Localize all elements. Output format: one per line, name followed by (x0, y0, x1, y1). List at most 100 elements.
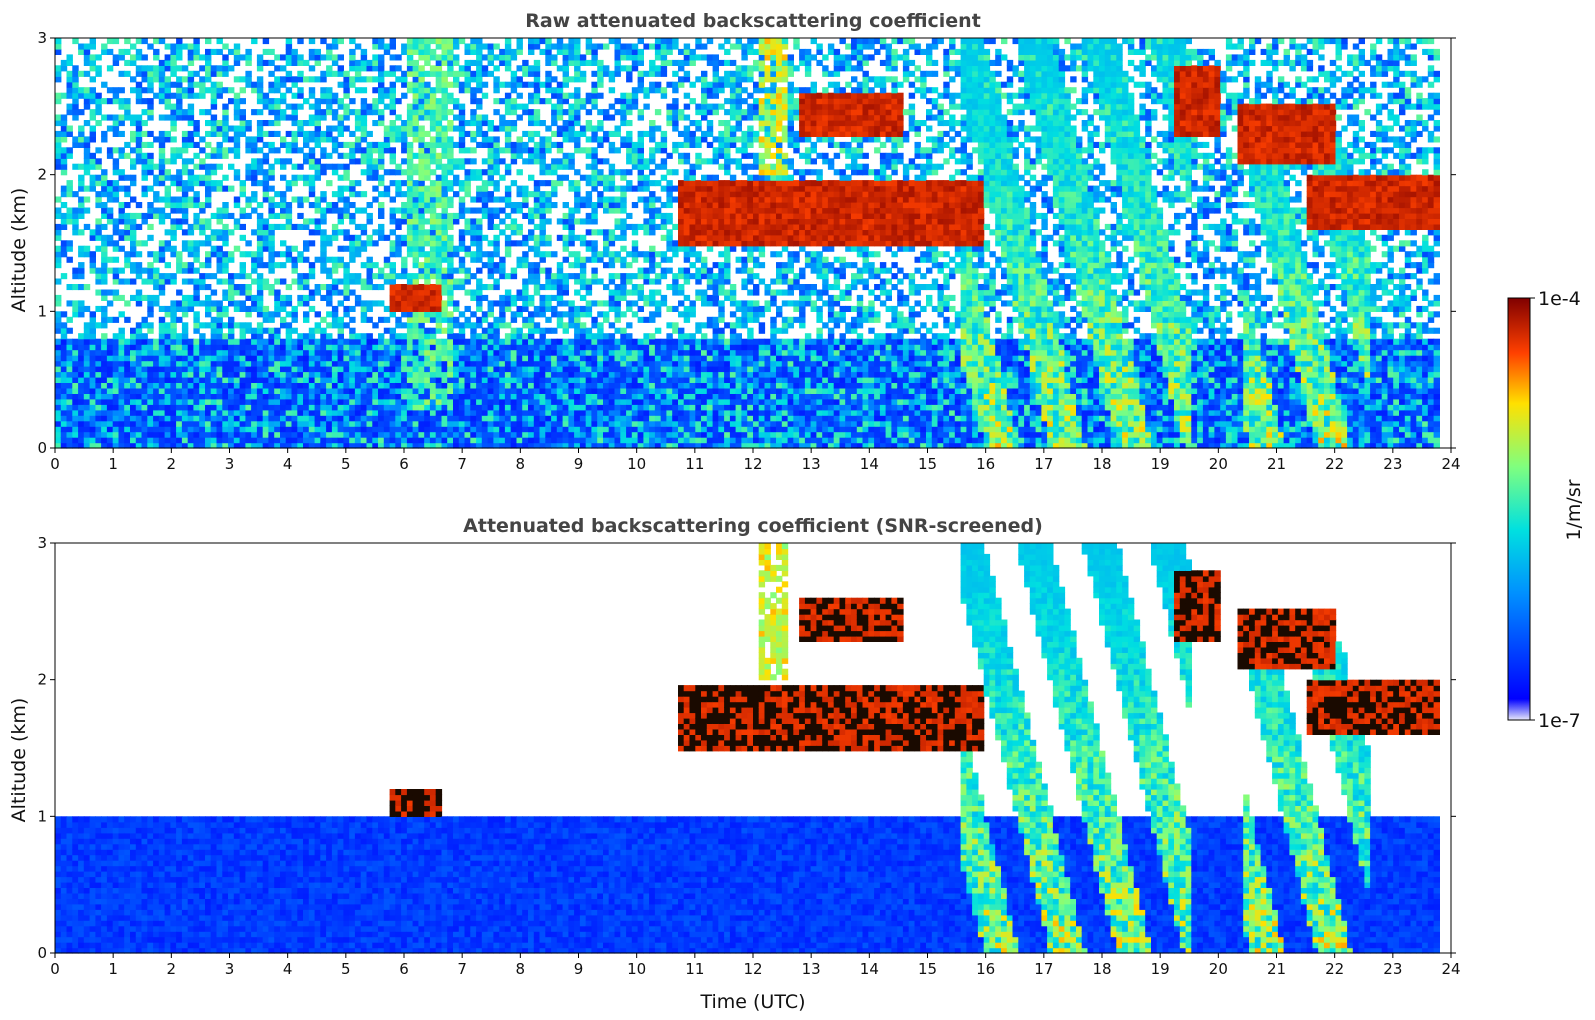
heatmap-cell (251, 279, 257, 285)
heatmap-cell (182, 44, 188, 50)
heatmap-cell (505, 147, 511, 153)
heatmap-cell (545, 284, 551, 290)
heatmap-cell (407, 295, 413, 301)
heatmap-cell (436, 290, 442, 296)
heatmap-cell (182, 180, 188, 186)
heatmap-cell (378, 432, 384, 438)
heatmap-cell (517, 262, 523, 268)
heatmap-cell (251, 399, 257, 405)
heatmap-cell (343, 306, 349, 312)
heatmap-cell (361, 366, 367, 372)
heatmap-cell (407, 388, 413, 394)
heatmap-cell (67, 399, 73, 405)
heatmap-cell (280, 136, 286, 142)
heatmap-cell (338, 38, 344, 44)
heatmap-cell (505, 169, 511, 175)
heatmap-cell (488, 399, 494, 405)
heatmap-cell (205, 180, 211, 186)
heatmap-cell (211, 153, 217, 159)
heatmap-cell (534, 306, 540, 312)
heatmap-cell (193, 437, 199, 443)
heatmap-cell (517, 311, 523, 317)
heatmap-cell (205, 300, 211, 306)
heatmap-cell (72, 311, 78, 317)
heatmap-cell (292, 120, 298, 126)
heatmap-cell (355, 333, 361, 339)
heatmap-cell (193, 322, 199, 328)
heatmap-cell (280, 208, 286, 214)
heatmap-cell (72, 377, 78, 383)
heatmap-cell (499, 98, 505, 104)
heatmap-cell (188, 344, 194, 350)
heatmap-cell (263, 98, 269, 104)
heatmap-cell (263, 344, 269, 350)
heatmap-cell (286, 426, 292, 432)
heatmap-cell (107, 98, 113, 104)
heatmap-cell (424, 355, 430, 361)
heatmap-cell (384, 339, 390, 345)
heatmap-cell (418, 71, 424, 77)
heatmap-cell (430, 38, 436, 44)
heatmap-cell (568, 377, 574, 383)
heatmap-cell (390, 432, 396, 438)
heatmap-cell (274, 290, 280, 296)
heatmap-cell (90, 426, 96, 432)
heatmap-cell (390, 344, 396, 350)
heatmap-cell (465, 426, 471, 432)
heatmap-cell (505, 126, 511, 132)
heatmap-cell (343, 109, 349, 115)
heatmap-cell (113, 54, 119, 60)
heatmap-cell (268, 197, 274, 203)
heatmap-cell (470, 355, 476, 361)
heatmap-cell (78, 126, 84, 132)
heatmap-cell (297, 410, 303, 416)
heatmap-cell (401, 218, 407, 224)
heatmap-cell (534, 328, 540, 334)
heatmap-cell (424, 361, 430, 367)
heatmap-cell (315, 120, 321, 126)
heatmap-cell (228, 372, 234, 378)
heatmap-cell (557, 65, 563, 71)
heatmap-cell (332, 191, 338, 197)
heatmap-cell (442, 421, 448, 427)
heatmap-cell (170, 366, 176, 372)
heatmap-cell (119, 366, 125, 372)
heatmap-cell (482, 432, 488, 438)
heatmap-cell (482, 262, 488, 268)
heatmap-cell (545, 437, 551, 443)
heatmap-cell (217, 333, 223, 339)
heatmap-cell (153, 164, 159, 170)
heatmap-cell (263, 317, 269, 323)
heatmap-cell (470, 93, 476, 99)
heatmap-cell (90, 229, 96, 235)
heatmap-cell (413, 415, 419, 421)
heatmap-cell (170, 120, 176, 126)
heatmap-cell (534, 388, 540, 394)
heatmap-cell (540, 240, 546, 246)
heatmap-cell (522, 202, 528, 208)
heatmap-cell (124, 404, 130, 410)
heatmap-cell (315, 169, 321, 175)
heatmap-cell (257, 98, 263, 104)
heatmap-cell (222, 251, 228, 257)
heatmap-cell (528, 131, 534, 137)
heatmap-cell (245, 366, 251, 372)
heatmap-cell (591, 339, 597, 345)
heatmap-cell (55, 322, 61, 328)
heatmap-cell (297, 131, 303, 137)
heatmap-cell (568, 240, 574, 246)
heatmap-cell (580, 76, 586, 82)
heatmap-cell (228, 322, 234, 328)
heatmap-cell (176, 224, 182, 230)
heatmap-cell (384, 382, 390, 388)
heatmap-cell (586, 98, 592, 104)
heatmap-cell (384, 142, 390, 148)
heatmap-cell (563, 136, 569, 142)
heatmap-cell (124, 300, 130, 306)
heatmap-cell (338, 361, 344, 367)
heatmap-cell (55, 377, 61, 383)
heatmap-cell (430, 240, 436, 246)
heatmap-cell (580, 257, 586, 263)
heatmap-cell (274, 109, 280, 115)
heatmap-cell (61, 251, 67, 257)
